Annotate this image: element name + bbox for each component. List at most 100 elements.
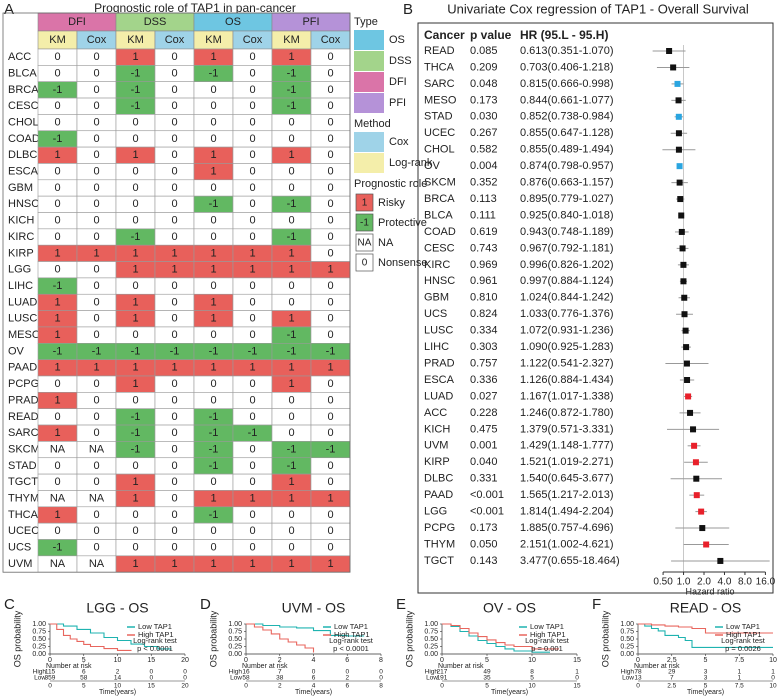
cell-label: -1 (131, 67, 141, 79)
cell-label: 0 (54, 476, 60, 488)
row-label: UVM (8, 558, 32, 570)
p-value: 0.824 (470, 308, 498, 320)
cell-label: 1 (210, 166, 216, 178)
row-label: PAAD (8, 362, 37, 374)
p-value: 0.209 (470, 61, 498, 73)
cell-label: 0 (327, 116, 333, 128)
risk-count: 16 (242, 669, 250, 676)
cell-label: -1 (209, 427, 219, 439)
risk-x-tick-label: 20 (181, 683, 189, 690)
x-tick-label: 20 (181, 657, 189, 664)
p-value: 0.810 (470, 292, 498, 304)
legend-label: High TAP1 (334, 630, 370, 639)
legend-label: Low TAP1 (530, 622, 564, 631)
cell-label: 0 (210, 116, 216, 128)
risk-count: 1 (771, 669, 775, 676)
cell-label: -1 (53, 133, 63, 145)
cell-label: 0 (288, 116, 294, 128)
cell-label: 0 (132, 182, 138, 194)
row-label: TGCT (8, 476, 38, 488)
cell-label: -1 (131, 100, 141, 112)
cell-label: 0 (210, 100, 216, 112)
hr-label: 1.814(1.494-2.204) (520, 506, 614, 518)
legend-swatch (354, 72, 384, 92)
row-label: KICH (8, 215, 34, 227)
y-tick-label: 0.75 (228, 628, 242, 635)
p-value: 0.001 (470, 440, 498, 452)
cell-label: NA (89, 558, 105, 570)
annotation: p < 0.0001 (333, 644, 369, 653)
row-label: KIRP (424, 456, 450, 468)
cell-label: 0 (210, 525, 216, 537)
p-value: 0.336 (470, 374, 498, 386)
legend-swatch (354, 30, 384, 50)
annotation: Log-rank test (721, 636, 766, 645)
method-header-label: Cox (243, 34, 263, 46)
hr-point (683, 360, 690, 367)
cell-label: 1 (249, 264, 255, 276)
cell-label: 0 (93, 100, 99, 112)
legend-label: PFI (389, 97, 406, 109)
row-label: DLBC (8, 149, 37, 161)
risk-x-tick-label: 8 (379, 683, 383, 690)
hr-label: 1.033(0.776-1.376) (520, 308, 614, 320)
cell-label: 0 (249, 67, 255, 79)
forest-border (417, 22, 774, 594)
hr-label: 0.855(0.647-1.128) (520, 127, 614, 139)
cell-label: 0 (93, 542, 99, 554)
risk-row-label: High (621, 669, 635, 676)
cell-label: 1 (132, 51, 138, 63)
cell-label: 0 (171, 296, 177, 308)
legend-label: DSS (389, 55, 412, 67)
cell-label: 0 (93, 280, 99, 292)
cell-label: -1 (53, 84, 63, 96)
row-label: LUAD (424, 390, 453, 402)
risk-count: 0 (345, 669, 349, 676)
row-label: THYM (8, 493, 39, 505)
hr-label: 0.844(0.661-1.077) (520, 94, 614, 106)
cell-label: 1 (288, 476, 294, 488)
row-label: BRCA (8, 84, 39, 96)
hr-label: 1.072(0.931-1.236) (520, 325, 614, 337)
legend-label: High TAP1 (138, 630, 174, 639)
cell-label: 1 (54, 296, 60, 308)
p-value: 0.085 (470, 45, 498, 57)
cell-label: 0 (288, 542, 294, 554)
cell-label: 0 (327, 182, 333, 194)
risk-count: 0 (575, 675, 579, 682)
cell-label: 1 (132, 149, 138, 161)
cell-label: 0 (54, 378, 60, 390)
y-tick-label: 0.00 (424, 651, 438, 658)
row-label: STAD (8, 460, 37, 472)
risk-count: 29 (668, 669, 676, 676)
legend-label: OS (389, 34, 405, 46)
cell-label: -1 (287, 231, 297, 243)
x-tick-label: 10 (769, 657, 777, 664)
cell-label: 0 (288, 525, 294, 537)
cell-label: 1 (210, 247, 216, 259)
row-label: READ (8, 411, 39, 423)
risk-x-tick-label: 10 (528, 683, 536, 690)
cell-label: 0 (171, 378, 177, 390)
row-label: CESC (8, 100, 39, 112)
cell-label: 0 (327, 542, 333, 554)
hr-point (681, 294, 688, 301)
cell-label: -1 (326, 443, 336, 455)
hr-point (684, 377, 691, 383)
hr-label: 0.703(0.406-1.218) (520, 61, 614, 73)
y-tick-label: 0.00 (32, 651, 46, 658)
risk-table-title: Number at risk (242, 663, 288, 670)
cell-label: 1 (210, 558, 216, 570)
legend-swatch (354, 153, 384, 173)
cell-label: 0 (288, 509, 294, 521)
hr-label: 1.090(0.925-1.283) (520, 341, 614, 353)
risk-count: 13 (634, 675, 642, 682)
cell-label: 0 (327, 525, 333, 537)
risk-count: 0 (183, 669, 187, 676)
row-label: PAAD (424, 489, 453, 501)
risk-count: 0 (771, 675, 775, 682)
panel-letter: E (396, 596, 406, 613)
cell-label: 0 (54, 525, 60, 537)
risk-count: 49 (483, 669, 491, 676)
cell-label: 0 (171, 460, 177, 472)
